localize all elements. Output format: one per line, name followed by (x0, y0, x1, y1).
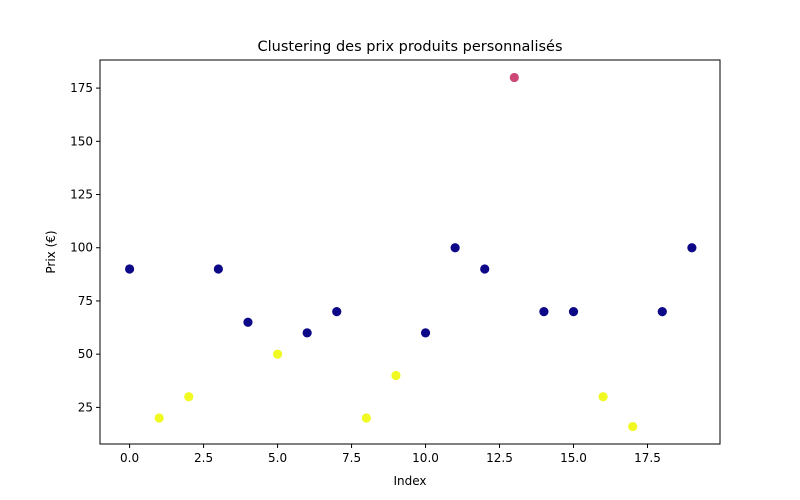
x-tick-label: 5.0 (268, 451, 287, 465)
y-tick-label: 50 (78, 347, 93, 361)
y-tick-label: 150 (70, 134, 93, 148)
x-tick-label: 15.0 (560, 451, 587, 465)
x-tick-label: 2.5 (194, 451, 213, 465)
y-tick-label: 25 (78, 400, 93, 414)
x-axis-ticks: 0.0 2.5 5.0 7.5 10.0 12.5 15.0 17.5 (120, 444, 661, 465)
data-point-10 (420, 328, 431, 338)
data-point-6 (302, 328, 312, 338)
chart-title: Clustering des prix produits personnalis… (257, 39, 562, 55)
data-point-4 (243, 317, 253, 327)
data-point-16 (598, 392, 608, 402)
data-point-3 (213, 264, 223, 274)
data-point-11 (450, 243, 460, 253)
y-tick-label: 75 (78, 294, 93, 308)
x-tick-label: 17.5 (634, 451, 661, 465)
y-tick-label: 125 (70, 188, 93, 202)
data-point-2 (184, 392, 194, 402)
data-point-18 (657, 307, 667, 317)
data-points (124, 72, 697, 432)
x-tick-label: 0.0 (120, 451, 139, 465)
x-tick-label: 10.0 (412, 451, 439, 465)
x-tick-label: 7.5 (342, 451, 361, 465)
data-point-1 (154, 413, 164, 423)
plot-frame (99, 59, 721, 445)
y-tick-label: 175 (70, 81, 93, 95)
data-point-9 (391, 370, 401, 381)
x-axis-label: Index (393, 474, 426, 488)
data-point-17 (628, 421, 638, 432)
data-point-19 (687, 243, 697, 253)
data-point-5 (272, 349, 283, 359)
y-tick-label: 100 (70, 241, 93, 255)
data-point-15 (568, 307, 579, 317)
y-axis-label: Prix (€) (44, 230, 58, 273)
data-point-14 (539, 307, 549, 317)
data-point-8 (361, 413, 371, 423)
x-tick-label: 12.5 (486, 451, 513, 465)
data-point-7 (332, 307, 342, 317)
data-point-12 (480, 264, 490, 274)
data-point-13 (509, 72, 519, 83)
data-point-0 (124, 264, 135, 274)
y-axis-ticks: 25 50 75 100 125 150 175 (70, 81, 100, 414)
